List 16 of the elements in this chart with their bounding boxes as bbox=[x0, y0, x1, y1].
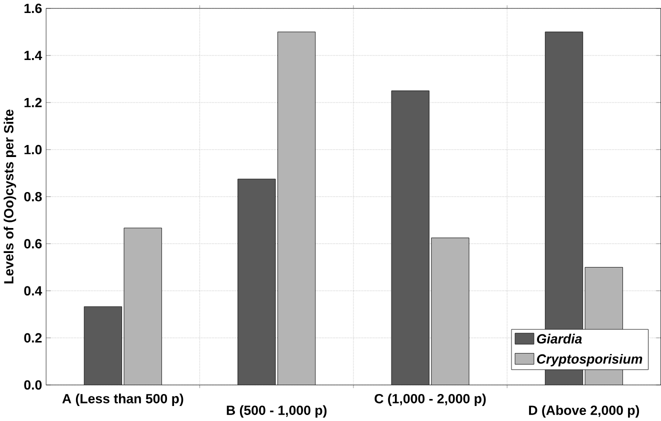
y-tick-label: 1.2 bbox=[24, 98, 42, 108]
y-axis-title: Levels of (Oo)cysts per Site bbox=[4, 109, 16, 284]
y-tick-label: 0.0 bbox=[24, 380, 42, 390]
legend-label: Cryptosporisium bbox=[537, 354, 642, 366]
x-tick-label: C (1,000 - 2,000 p) bbox=[374, 393, 486, 406]
legend-label: Giardia bbox=[537, 334, 582, 344]
y-tick-label: 1.0 bbox=[24, 144, 42, 154]
y-tick-label: 0.4 bbox=[24, 286, 42, 296]
y-tick-label: 1.6 bbox=[24, 4, 42, 13]
y-tick-label: 1.4 bbox=[24, 50, 42, 60]
x-tick-label: D (Above 2,000 p) bbox=[529, 405, 640, 418]
y-tick-label: 0.6 bbox=[24, 238, 42, 248]
x-tick-label: B (500 - 1,000 p) bbox=[226, 405, 327, 418]
x-tick-label: A (Less than 500 p) bbox=[62, 393, 184, 406]
y-tick-label: 0.2 bbox=[24, 333, 42, 342]
y-tick-label: 0.8 bbox=[24, 192, 42, 202]
